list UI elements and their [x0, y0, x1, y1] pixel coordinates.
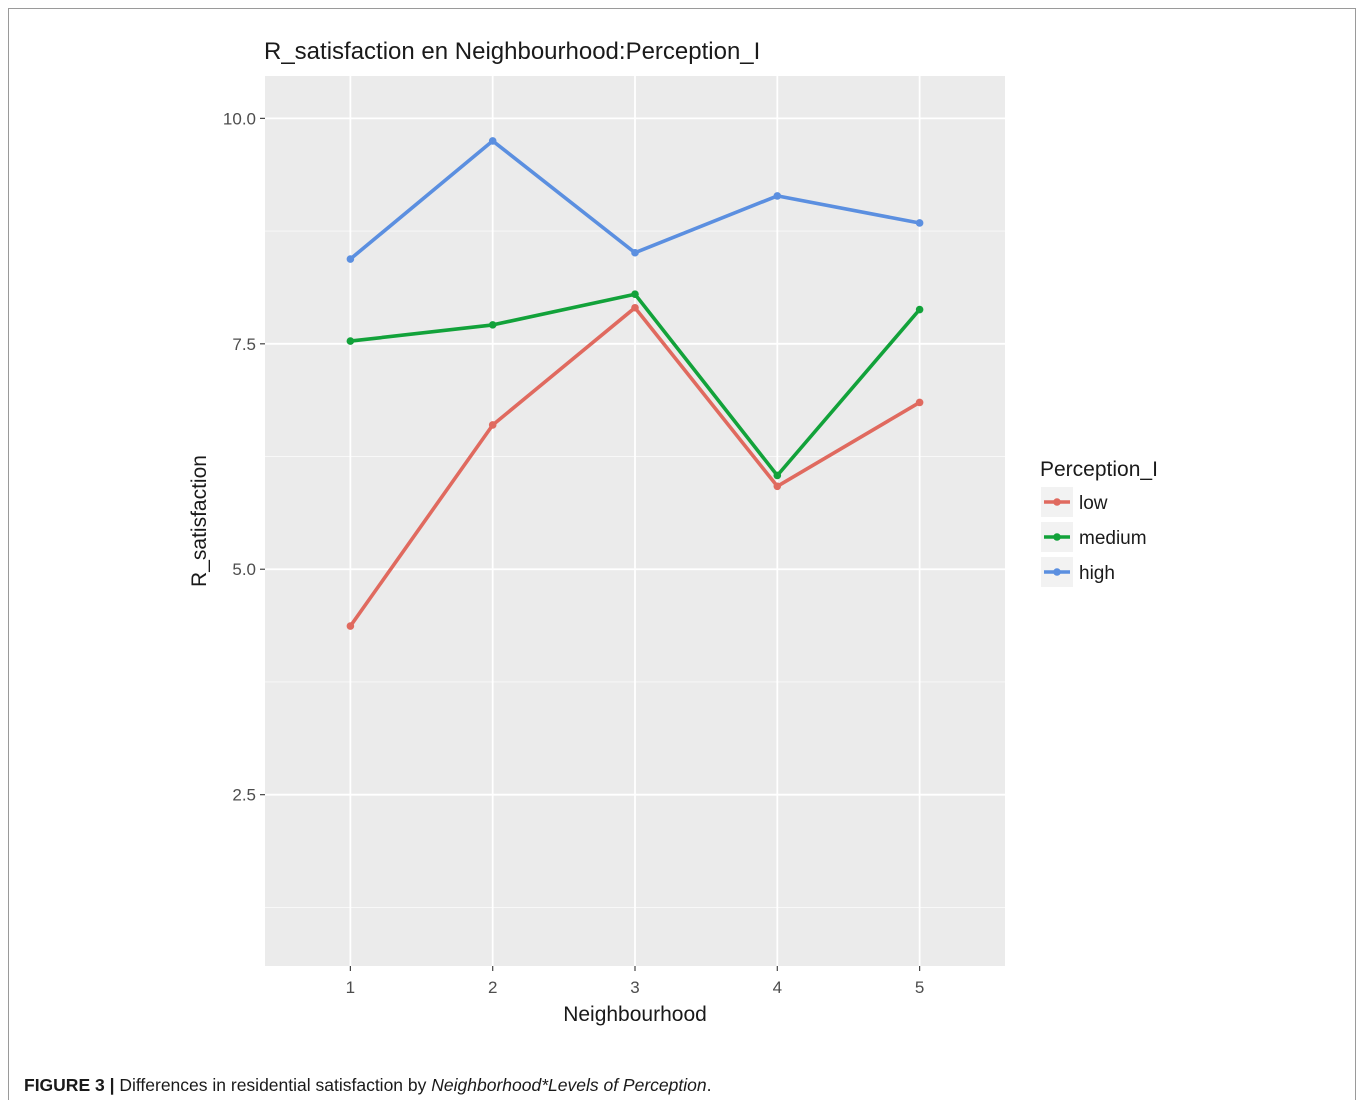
data-point-high: [346, 255, 355, 263]
y-tick-label: 2.5: [232, 786, 256, 805]
data-point-low: [915, 398, 924, 407]
data-point-medium: [773, 471, 782, 480]
x-tick-label: 5: [915, 978, 924, 997]
data-point-low: [631, 303, 639, 312]
legend: Perception_I low medium high: [1040, 458, 1158, 587]
data-point-medium: [631, 290, 639, 299]
x-tick-label: 4: [773, 978, 782, 997]
data-point-medium: [488, 321, 497, 329]
y-tick-label: 10.0: [223, 109, 256, 128]
x-tick-label: 1: [346, 978, 355, 997]
data-point-low: [488, 421, 497, 429]
major-gridlines: [265, 76, 1005, 966]
series-layer: [346, 137, 924, 630]
data-point-high: [773, 192, 782, 200]
legend-dot-medium: [1053, 533, 1061, 541]
caption-text: Differences in residential satisfaction …: [114, 1075, 432, 1095]
legend-label-low: low: [1079, 493, 1108, 514]
legend-label-medium: medium: [1079, 528, 1147, 549]
legend-title: Perception_I: [1040, 458, 1158, 481]
legend-dot-low: [1053, 498, 1061, 506]
data-point-medium: [915, 305, 924, 314]
x-axis-title: Neighbourhood: [563, 1003, 707, 1026]
axes: 2.5 5.0 7.5 10.0 1 2 3 4 5: [223, 109, 924, 997]
caption-end: .: [706, 1075, 712, 1095]
chart-title: R_satisfaction en Neighbourhood:Percepti…: [264, 38, 760, 65]
data-point-high: [631, 248, 639, 257]
line-chart: 2.5 5.0 7.5 10.0 1 2 3 4 5 R_satisfaction en Nei…: [188, 38, 1158, 1026]
figure-frame: [8, 8, 1356, 1100]
y-tick-label: 5.0: [232, 560, 256, 579]
x-tick-label: 2: [488, 978, 497, 997]
y-axis-title: R_satisfaction: [188, 455, 211, 587]
data-point-medium: [346, 337, 355, 345]
caption-label: FIGURE 3 |: [24, 1075, 115, 1095]
legend-dot-high: [1053, 568, 1061, 576]
x-tick-label: 3: [630, 978, 639, 997]
data-point-high: [488, 137, 497, 145]
caption-italic-text: Neighborhood*Levels of Perception: [431, 1075, 707, 1095]
data-point-low: [346, 622, 355, 630]
data-point-high: [915, 219, 924, 227]
figure-caption: FIGURE 3 | Differences in residential sa…: [24, 1075, 711, 1096]
y-tick-label: 7.5: [232, 335, 256, 354]
data-point-low: [773, 482, 782, 491]
legend-label-high: high: [1079, 563, 1115, 584]
